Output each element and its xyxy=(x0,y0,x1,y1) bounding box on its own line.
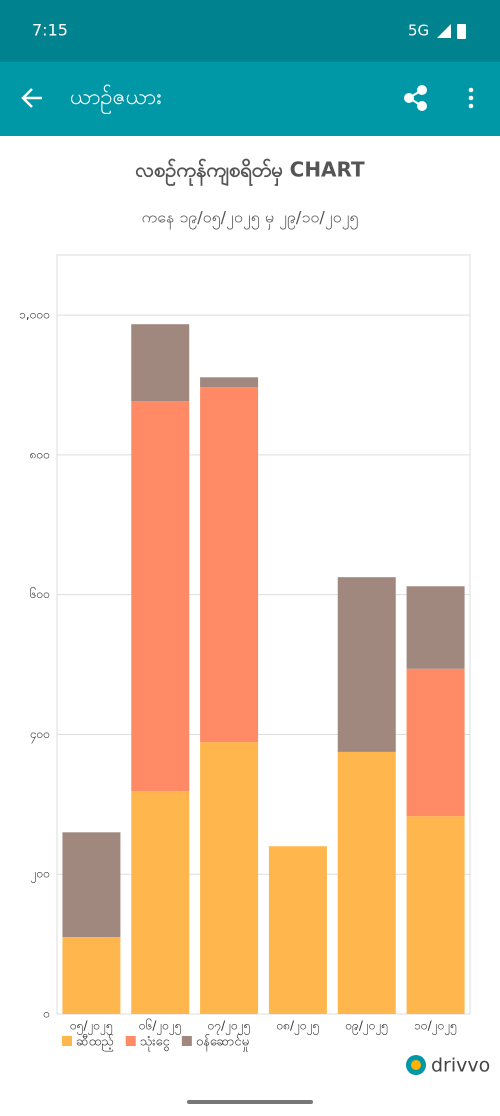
x-tick-label: ၀၉/၂၀၂၅ xyxy=(345,1019,388,1036)
app-title: ယာဉ်ဇယား xyxy=(70,84,162,114)
y-tick-label: ၂၀၀ xyxy=(31,867,50,884)
chart-title: လစဉ်ကုန်ကျစရိတ်မှ CHART xyxy=(135,158,365,187)
bar-segment xyxy=(406,816,465,1014)
home-indicator xyxy=(187,1100,313,1104)
x-tick-label: ၁၀/၂၀၂၅ xyxy=(414,1019,457,1036)
logo-text: drivvo xyxy=(431,1055,490,1077)
bar-segment xyxy=(131,401,190,792)
y-tick-label: ၀ xyxy=(43,1007,50,1021)
app-bar xyxy=(0,62,500,136)
bar-segment xyxy=(62,937,121,1014)
more-button[interactable] xyxy=(468,87,474,109)
x-tick-label: ၀၆/၂၀၂၅ xyxy=(139,1018,182,1036)
bar-segment xyxy=(200,377,259,388)
legend-swatch xyxy=(62,1036,72,1046)
legend-swatch xyxy=(125,1036,136,1046)
status-time: 7:15 xyxy=(32,21,68,40)
y-tick-label: ၈၀၀ xyxy=(30,447,50,461)
signal-icon xyxy=(437,24,451,38)
y-tick-label: ၄၀၀ xyxy=(30,727,50,744)
bar-segment xyxy=(131,324,190,402)
y-tick-label: ၁,၀၀၀ xyxy=(19,308,50,322)
status-network: 5G xyxy=(408,22,429,40)
share-button[interactable] xyxy=(404,85,427,111)
legend-label: ဝန်ဆောင်မှု xyxy=(196,1034,249,1052)
bar-segment xyxy=(62,832,121,938)
bar-segment xyxy=(337,751,396,1014)
bar-segment xyxy=(200,742,259,1014)
legend-swatch xyxy=(181,1036,192,1046)
legend-label: သုံးငွေ xyxy=(140,1035,171,1052)
bar-segment xyxy=(200,387,259,743)
back-button[interactable] xyxy=(21,88,42,108)
bar-segment xyxy=(337,577,396,752)
chart-subtitle: ကနေ ၁၉/၀၅/၂၀၂၅ မှ ၂၉/၁၀/၂၀၂၅ xyxy=(142,208,359,230)
x-tick-label: ၀၇/၂၀၂၅ xyxy=(208,1019,251,1036)
bar-segment xyxy=(131,791,190,1014)
status-bar xyxy=(0,0,500,62)
legend-label: ဆီထည့် xyxy=(76,1034,114,1052)
bar-segment xyxy=(268,846,327,1014)
logo: drivvo xyxy=(406,1055,490,1077)
x-tick-label: ၀၅/၂၀၂၅ xyxy=(70,1019,113,1036)
x-tick-label: ၀၈/၂၀၂၅ xyxy=(276,1019,319,1036)
bar-segment xyxy=(406,586,465,669)
battery-icon xyxy=(457,24,466,39)
bar-segment xyxy=(406,668,465,817)
y-tick-label: ၆၀၀ xyxy=(30,586,50,601)
